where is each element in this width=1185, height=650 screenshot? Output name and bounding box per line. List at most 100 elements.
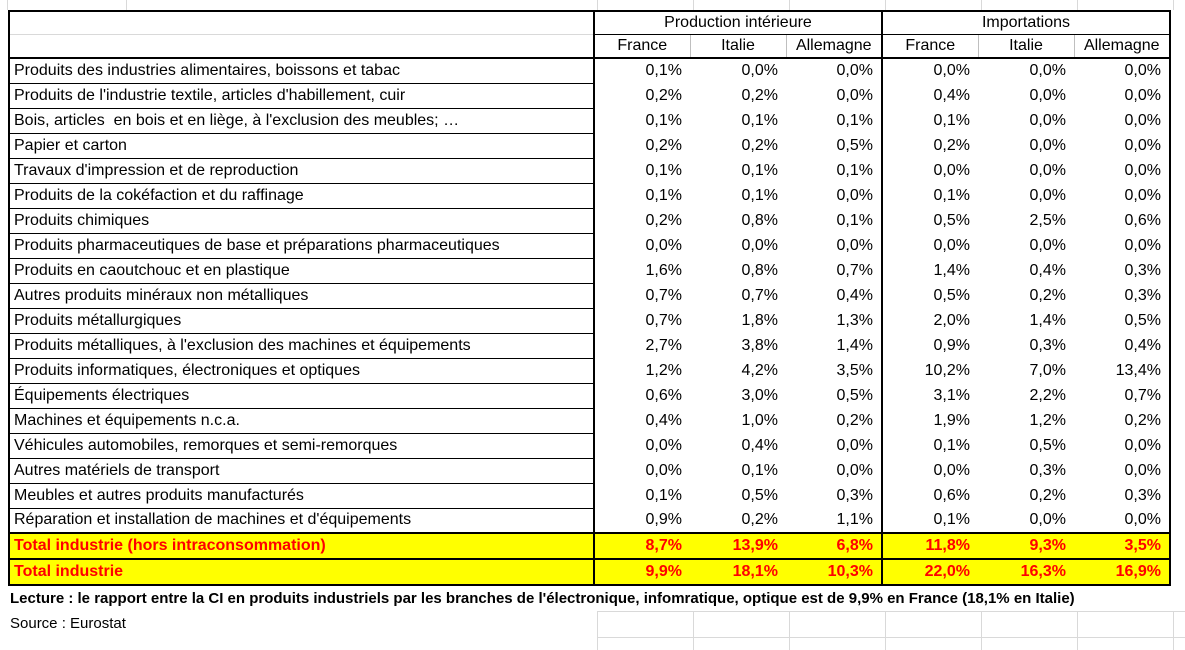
- row-label-cell[interactable]: Produits métallurgiques: [9, 308, 595, 334]
- value-cell[interactable]: 0,3%: [1029, 461, 1066, 479]
- value-cell[interactable]: 0,1%: [593, 108, 690, 133]
- value-cell[interactable]: 0,9%: [881, 333, 978, 358]
- total-value-cell[interactable]: 10,3%: [786, 558, 882, 585]
- value-cell[interactable]: 0,5%: [881, 208, 978, 233]
- total-value-cell[interactable]: 11,8%: [881, 532, 978, 559]
- value-cell[interactable]: 0,0%: [1124, 436, 1161, 454]
- total-value-cell[interactable]: 9,9%: [593, 558, 690, 585]
- value-cell[interactable]: 0,0%: [1029, 86, 1066, 104]
- value-cell[interactable]: 0,1%: [593, 483, 690, 508]
- value-cell[interactable]: 0,5%: [836, 136, 873, 154]
- source-note[interactable]: Source : Eurostat: [10, 615, 126, 632]
- value-cell[interactable]: 2,0%: [881, 308, 978, 333]
- row-label-cell[interactable]: Bois, articles en bois et en liège, à l'…: [9, 108, 595, 134]
- value-cell[interactable]: 3,0%: [741, 386, 778, 404]
- value-cell[interactable]: 0,1%: [836, 211, 873, 229]
- value-cell[interactable]: 0,2%: [741, 511, 778, 529]
- value-cell[interactable]: 0,0%: [881, 58, 978, 83]
- value-cell[interactable]: 0,0%: [1124, 511, 1161, 529]
- total-value-cell[interactable]: 16,3%: [978, 558, 1074, 585]
- column-header-production-italie[interactable]: Italie: [689, 34, 786, 59]
- total-value-cell[interactable]: 3,5%: [1074, 532, 1170, 559]
- value-cell[interactable]: 0,6%: [593, 383, 690, 408]
- value-cell[interactable]: 1,1%: [836, 511, 873, 529]
- value-cell[interactable]: 0,2%: [1124, 411, 1161, 429]
- row-label-cell[interactable]: Produits en caoutchouc et en plastique: [9, 258, 595, 284]
- total-value-cell[interactable]: 16,9%: [1074, 558, 1170, 585]
- value-cell[interactable]: 0,0%: [836, 436, 873, 454]
- value-cell[interactable]: 0,1%: [741, 161, 778, 179]
- value-cell[interactable]: 0,0%: [836, 186, 873, 204]
- row-label-cell[interactable]: Produits de l'industrie textile, article…: [9, 83, 595, 109]
- value-cell[interactable]: 3,8%: [741, 336, 778, 354]
- row-label-cell[interactable]: Travaux d'impression et de reproduction: [9, 158, 595, 184]
- value-cell[interactable]: 0,0%: [1124, 62, 1161, 80]
- value-cell[interactable]: 4,2%: [741, 361, 778, 379]
- value-cell[interactable]: 10,2%: [881, 358, 978, 383]
- value-cell[interactable]: 13,4%: [1115, 361, 1161, 379]
- value-cell[interactable]: 0,0%: [593, 233, 690, 258]
- value-cell[interactable]: 0,4%: [593, 408, 690, 433]
- value-cell[interactable]: 0,3%: [836, 486, 873, 504]
- column-header-importations-france[interactable]: France: [881, 34, 978, 59]
- value-cell[interactable]: 0,4%: [1124, 336, 1161, 354]
- value-cell[interactable]: 0,6%: [1124, 211, 1161, 229]
- value-cell[interactable]: 0,9%: [593, 508, 690, 533]
- value-cell[interactable]: 0,0%: [836, 236, 873, 254]
- total-value-cell[interactable]: 9,3%: [978, 532, 1074, 559]
- value-cell[interactable]: 0,0%: [1124, 111, 1161, 129]
- value-cell[interactable]: 0,1%: [881, 108, 978, 133]
- lecture-note[interactable]: Lecture : le rapport entre la CI en prod…: [10, 590, 1075, 607]
- value-cell[interactable]: 0,1%: [881, 183, 978, 208]
- value-cell[interactable]: 0,3%: [1124, 286, 1161, 304]
- row-label-cell[interactable]: Produits informatiques, électroniques et…: [9, 358, 595, 384]
- value-cell[interactable]: 0,0%: [1029, 62, 1066, 80]
- value-cell[interactable]: 1,9%: [881, 408, 978, 433]
- total-value-cell[interactable]: 22,0%: [881, 558, 978, 585]
- value-cell[interactable]: 2,7%: [593, 333, 690, 358]
- value-cell[interactable]: 0,0%: [1029, 511, 1066, 529]
- row-label-cell[interactable]: Équipements électriques: [9, 383, 595, 409]
- value-cell[interactable]: 0,0%: [1029, 236, 1066, 254]
- value-cell[interactable]: 1,3%: [836, 311, 873, 329]
- value-cell[interactable]: 7,0%: [1029, 361, 1066, 379]
- value-cell[interactable]: 0,3%: [1124, 486, 1161, 504]
- value-cell[interactable]: 0,1%: [741, 111, 778, 129]
- row-label-cell[interactable]: Véhicules automobiles, remorques et semi…: [9, 433, 595, 459]
- value-cell[interactable]: 0,0%: [1124, 236, 1161, 254]
- row-label-cell[interactable]: Autres produits minéraux non métalliques: [9, 283, 595, 309]
- value-cell[interactable]: 0,0%: [836, 461, 873, 479]
- value-cell[interactable]: 0,1%: [836, 161, 873, 179]
- value-cell[interactable]: 0,2%: [741, 136, 778, 154]
- value-cell[interactable]: 1,6%: [593, 258, 690, 283]
- value-cell[interactable]: 0,1%: [593, 58, 690, 83]
- value-cell[interactable]: 0,0%: [1029, 186, 1066, 204]
- total-label-cell[interactable]: Total industrie: [9, 558, 595, 585]
- value-cell[interactable]: 0,1%: [593, 183, 690, 208]
- row-label-cell[interactable]: Papier et carton: [9, 133, 595, 159]
- value-cell[interactable]: 0,2%: [593, 208, 690, 233]
- value-cell[interactable]: 0,4%: [741, 436, 778, 454]
- value-cell[interactable]: 0,6%: [881, 483, 978, 508]
- row-label-cell[interactable]: Autres matériels de transport: [9, 458, 595, 484]
- value-cell[interactable]: 0,7%: [741, 286, 778, 304]
- value-cell[interactable]: 2,5%: [1029, 211, 1066, 229]
- value-cell[interactable]: 0,0%: [593, 433, 690, 458]
- value-cell[interactable]: 0,1%: [741, 461, 778, 479]
- value-cell[interactable]: 0,0%: [881, 233, 978, 258]
- row-label-cell[interactable]: Produits des industries alimentaires, bo…: [9, 58, 595, 84]
- value-cell[interactable]: 0,7%: [836, 261, 873, 279]
- group-header-importations[interactable]: Importations: [881, 11, 1170, 35]
- value-cell[interactable]: 0,4%: [836, 286, 873, 304]
- value-cell[interactable]: 0,7%: [593, 283, 690, 308]
- value-cell[interactable]: 0,4%: [1029, 261, 1066, 279]
- group-header-production[interactable]: Production intérieure: [593, 11, 882, 35]
- value-cell[interactable]: 1,8%: [741, 311, 778, 329]
- value-cell[interactable]: 1,4%: [836, 336, 873, 354]
- row-label-cell[interactable]: Produits de la cokéfaction et du raffina…: [9, 183, 595, 209]
- value-cell[interactable]: 1,0%: [741, 411, 778, 429]
- row-label-cell[interactable]: Produits chimiques: [9, 208, 595, 234]
- value-cell[interactable]: 0,3%: [1124, 261, 1161, 279]
- value-cell[interactable]: 3,5%: [836, 361, 873, 379]
- value-cell[interactable]: 0,1%: [836, 111, 873, 129]
